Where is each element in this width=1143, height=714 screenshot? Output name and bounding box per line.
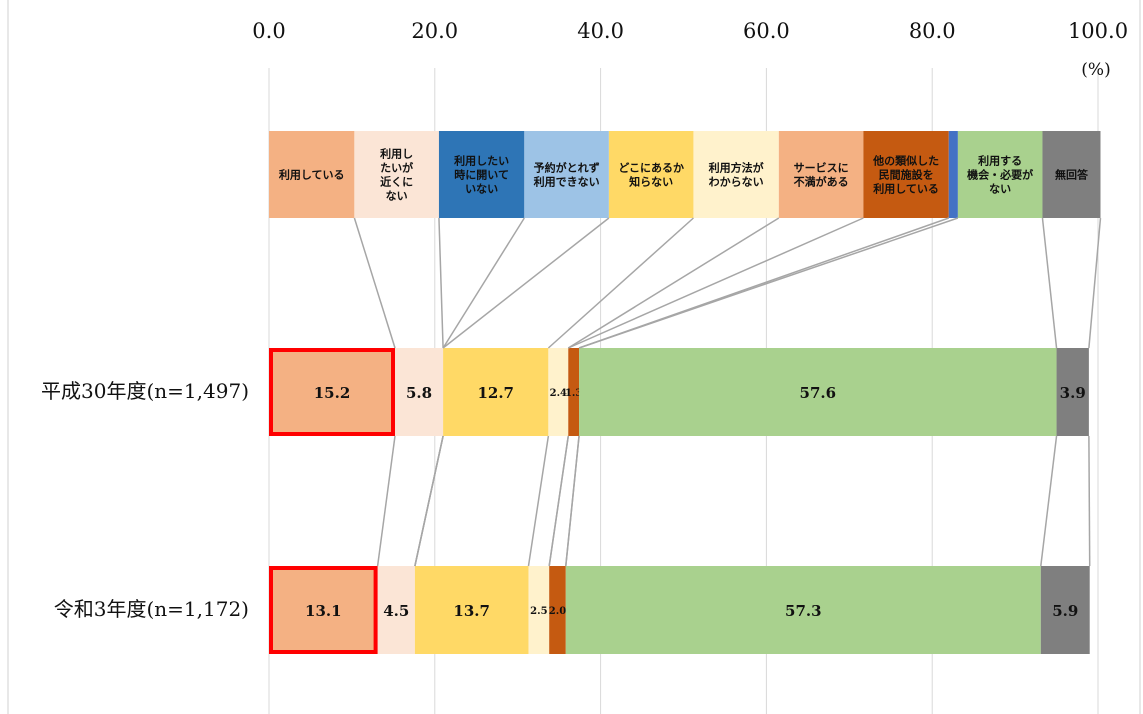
- legend-label: 利用できない: [534, 175, 600, 189]
- bar-segment: [269, 348, 396, 436]
- connector-line: [527, 435, 550, 567]
- connector-line: [548, 435, 570, 567]
- bar-segment: [377, 566, 415, 654]
- data-label: 57.6: [800, 384, 837, 402]
- legend-swatch: [524, 131, 609, 218]
- legend-label: どこにあるか: [618, 162, 684, 175]
- connector-line: [442, 217, 610, 349]
- connector-line: [567, 217, 864, 349]
- legend-label: 民間施設を: [879, 168, 934, 182]
- data-label: 5.9: [1052, 602, 1078, 620]
- data-label: 1.3: [565, 388, 582, 399]
- highlight-box: [269, 348, 396, 436]
- data-label: 3.9: [1060, 384, 1086, 402]
- connector-line: [438, 217, 444, 349]
- data-label: 4.5: [383, 602, 409, 620]
- legend-label: 利用している: [279, 168, 345, 182]
- connector-line: [376, 435, 396, 567]
- legend-swatch: [1042, 131, 1101, 218]
- data-label: 13.7: [453, 602, 490, 620]
- legend-label: 利用方法が: [709, 161, 764, 175]
- x-tick-label: 40.0: [577, 19, 624, 43]
- x-tick-label: 100.0: [1068, 19, 1128, 43]
- connector-line: [353, 217, 396, 349]
- legend-label: 時に開いて: [454, 168, 509, 182]
- bar-segment: [548, 348, 569, 436]
- x-tick-label: 0.0: [252, 19, 285, 43]
- legend-label: 知らない: [628, 175, 673, 189]
- bar-segment: [1040, 566, 1090, 654]
- x-tick-label: 60.0: [743, 19, 790, 43]
- legend-swatch: [608, 131, 694, 218]
- bar-segment: [395, 348, 444, 436]
- legend-swatch: [438, 131, 525, 218]
- legend-label: いない: [465, 183, 498, 196]
- legend-label: たいが: [380, 161, 413, 175]
- legend-label: 利用する: [978, 154, 1022, 168]
- legend-swatch: [269, 131, 355, 218]
- legend-label: 利用したい: [454, 154, 509, 168]
- connector-line: [1040, 435, 1058, 567]
- bar-segment: [414, 566, 529, 654]
- legend-label: 利用している: [873, 182, 939, 196]
- connector-line: [1088, 435, 1091, 567]
- legend-swatch: [957, 131, 1043, 218]
- bar-segment: [549, 566, 566, 654]
- bar-segment: [443, 348, 549, 436]
- bar-segment: [565, 566, 1041, 654]
- legend-swatch: [354, 131, 439, 218]
- data-label: 5.8: [406, 384, 432, 402]
- bar-segment: [568, 348, 580, 436]
- connector-line: [1041, 217, 1058, 349]
- data-label: 13.1: [305, 602, 342, 620]
- connector-line: [1088, 217, 1102, 349]
- bar-segment: [579, 348, 1057, 436]
- connector-line: [547, 217, 694, 349]
- x-tick-label: 80.0: [909, 19, 956, 43]
- bar-segment: [1056, 348, 1089, 436]
- legend-swatch: [863, 131, 949, 218]
- bar-segment: [528, 566, 550, 654]
- row-label: 令和3年度(n=1,172): [54, 597, 249, 621]
- legend-label: 予約がとれず: [534, 161, 600, 175]
- x-tick-label: 20.0: [411, 19, 458, 43]
- legend-swatch: [948, 131, 958, 218]
- legend-swatch: [778, 131, 864, 218]
- legend-label: ない: [989, 183, 1011, 196]
- highlight-box: [269, 566, 378, 654]
- legend-label: 不満がある: [794, 175, 849, 189]
- legend-label: 他の類似した: [872, 154, 939, 168]
- legend-label: サービスに: [794, 161, 849, 175]
- legend-label: わからない: [709, 176, 764, 189]
- connector-line: [567, 217, 780, 349]
- data-label: 2.4: [550, 388, 567, 399]
- row-label: 平成30年度(n=1,497): [41, 379, 249, 403]
- data-label: 15.2: [314, 384, 351, 402]
- legend-swatch: [693, 131, 779, 218]
- legend-label: 無回答: [1055, 168, 1089, 182]
- legend-label: 近くに: [380, 175, 413, 189]
- legend-label: 機会・必要が: [967, 168, 1033, 182]
- legend-label: 利用し: [380, 147, 413, 161]
- x-unit-label: (%): [1081, 60, 1110, 80]
- data-label: 2.5: [530, 606, 547, 617]
- connector-line: [578, 217, 959, 349]
- data-label: 12.7: [477, 384, 514, 402]
- legend-label: ない: [386, 190, 408, 203]
- connector-line: [565, 435, 580, 567]
- data-label: 57.3: [785, 602, 822, 620]
- bar-segment: [269, 566, 378, 654]
- connector-line: [442, 217, 525, 349]
- connector-line: [414, 435, 444, 567]
- data-label: 2.0: [549, 606, 566, 617]
